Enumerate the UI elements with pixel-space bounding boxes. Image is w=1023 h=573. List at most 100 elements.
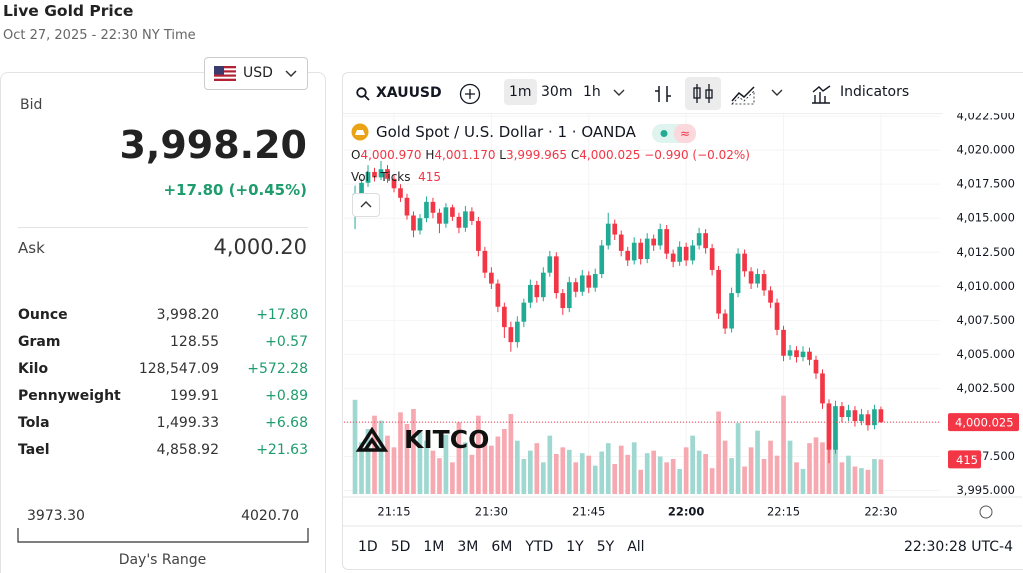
search-icon — [356, 87, 370, 101]
volume-bar — [424, 440, 429, 494]
volume-bar — [820, 442, 825, 494]
volume-bar — [839, 462, 845, 494]
volume-bar — [547, 435, 553, 494]
range-button[interactable]: 5Y — [596, 539, 615, 555]
unit-price: 3,998.20 — [156, 307, 219, 323]
range-button[interactable]: 3M — [457, 539, 479, 555]
candle-body — [787, 350, 793, 356]
candle-body — [527, 284, 533, 303]
toolbar: XAUUSD 1m 30m 1h Indicators — [343, 73, 1022, 113]
kitco-logo: KITCO — [355, 425, 489, 454]
ask-label: Ask — [18, 239, 45, 257]
area-style-button[interactable] — [730, 83, 758, 105]
unit-change: +572.28 — [247, 361, 308, 377]
interval-button[interactable]: 1m — [504, 79, 537, 105]
symbol[interactable]: XAUUSD — [376, 85, 442, 101]
candle-body — [651, 238, 657, 246]
candle-body — [722, 313, 728, 329]
candle-body — [385, 169, 390, 179]
unit-name: Kilo — [18, 361, 49, 377]
volume-bar — [404, 424, 410, 494]
compare-button[interactable] — [459, 83, 481, 105]
candle-body — [437, 212, 442, 224]
range-low: 3973.30 — [27, 508, 85, 524]
volume-bar — [450, 462, 455, 494]
unit-name: Tael — [18, 442, 50, 458]
interval-menu[interactable] — [613, 89, 625, 97]
candle-style-button[interactable] — [685, 77, 721, 110]
timestamp: Oct 27, 2025 - 22:30 NY Time — [3, 28, 196, 43]
last-price-badge — [948, 413, 1019, 432]
settings-icon[interactable] — [979, 505, 993, 519]
range-button[interactable]: YTD — [525, 539, 554, 555]
legend-value: 4,000.025 — [579, 148, 641, 162]
range-button[interactable]: 6M — [491, 539, 513, 555]
candle-body — [586, 275, 592, 288]
bar-style-button[interactable] — [652, 83, 674, 105]
candle-body — [547, 256, 553, 273]
legend-value: 4,001.170 — [434, 148, 496, 162]
candle-body — [638, 242, 644, 260]
candle-body — [716, 269, 721, 314]
candle-body — [495, 283, 501, 307]
candle-body — [768, 290, 773, 303]
volume-bar — [878, 459, 884, 494]
volume-bar — [631, 442, 637, 494]
range-button[interactable]: 1M — [423, 539, 445, 555]
candle-body — [878, 409, 884, 423]
chart-type-menu[interactable] — [771, 89, 783, 97]
volume-bar — [768, 440, 773, 494]
range-button[interactable]: 1Y — [566, 539, 584, 555]
volume-label: 415 — [956, 453, 978, 467]
volume-bar — [482, 434, 488, 494]
volume-bar — [625, 454, 631, 494]
volume-bar — [385, 435, 390, 494]
volume-bar — [781, 395, 786, 494]
volume-bar — [495, 436, 501, 494]
legend-value: 3,999.965 — [505, 148, 568, 162]
candle-body — [566, 282, 572, 309]
candle-body — [683, 246, 689, 261]
range-button[interactable]: All — [627, 539, 645, 555]
volume-bar — [722, 440, 728, 494]
interval-button[interactable]: 30m — [541, 84, 573, 100]
unit-name: Gram — [18, 334, 61, 350]
volume-bar — [618, 445, 624, 494]
volume-bar — [398, 412, 403, 494]
candle-body — [664, 229, 670, 254]
candle-body — [560, 293, 566, 309]
interval-button[interactable]: 1h — [583, 84, 601, 100]
volume-bar — [716, 411, 721, 494]
currency-select[interactable]: USD — [204, 57, 308, 90]
bid-change: +17.80 (+0.45%) — [163, 181, 307, 199]
last-price-label: 4,000.025 — [955, 416, 1014, 430]
volume-bar — [865, 469, 871, 494]
x-tick-label: 21:45 — [572, 505, 605, 519]
legend-key: H — [425, 148, 435, 162]
candle-body — [709, 248, 715, 270]
candle-body — [521, 302, 527, 322]
candle-body — [411, 215, 416, 231]
collapse-legend[interactable] — [352, 193, 380, 217]
volume-bar — [833, 442, 838, 494]
volume-bar — [521, 459, 527, 494]
volume-bar — [852, 466, 858, 494]
candle-body — [372, 171, 377, 178]
volume-bar — [534, 443, 540, 494]
volume-bar — [846, 455, 851, 494]
indicators-button[interactable]: Indicators — [840, 84, 910, 100]
range-button[interactable]: 5D — [390, 539, 411, 555]
x-tick-label: 21:30 — [475, 505, 508, 519]
volume-bar — [417, 430, 423, 494]
volume-bar — [696, 450, 702, 494]
volume-bar — [787, 440, 793, 494]
range-button[interactable]: 1D — [358, 539, 378, 555]
candle-body — [813, 359, 819, 374]
volume-bar — [592, 465, 598, 494]
y-tick-label: 4,010.000 — [956, 279, 1015, 293]
y-tick-label: 4,005.000 — [956, 347, 1015, 361]
candle-body — [690, 245, 695, 261]
volume-bar — [703, 454, 708, 494]
bid-label: Bid — [20, 97, 43, 113]
volume-bar — [729, 458, 734, 494]
